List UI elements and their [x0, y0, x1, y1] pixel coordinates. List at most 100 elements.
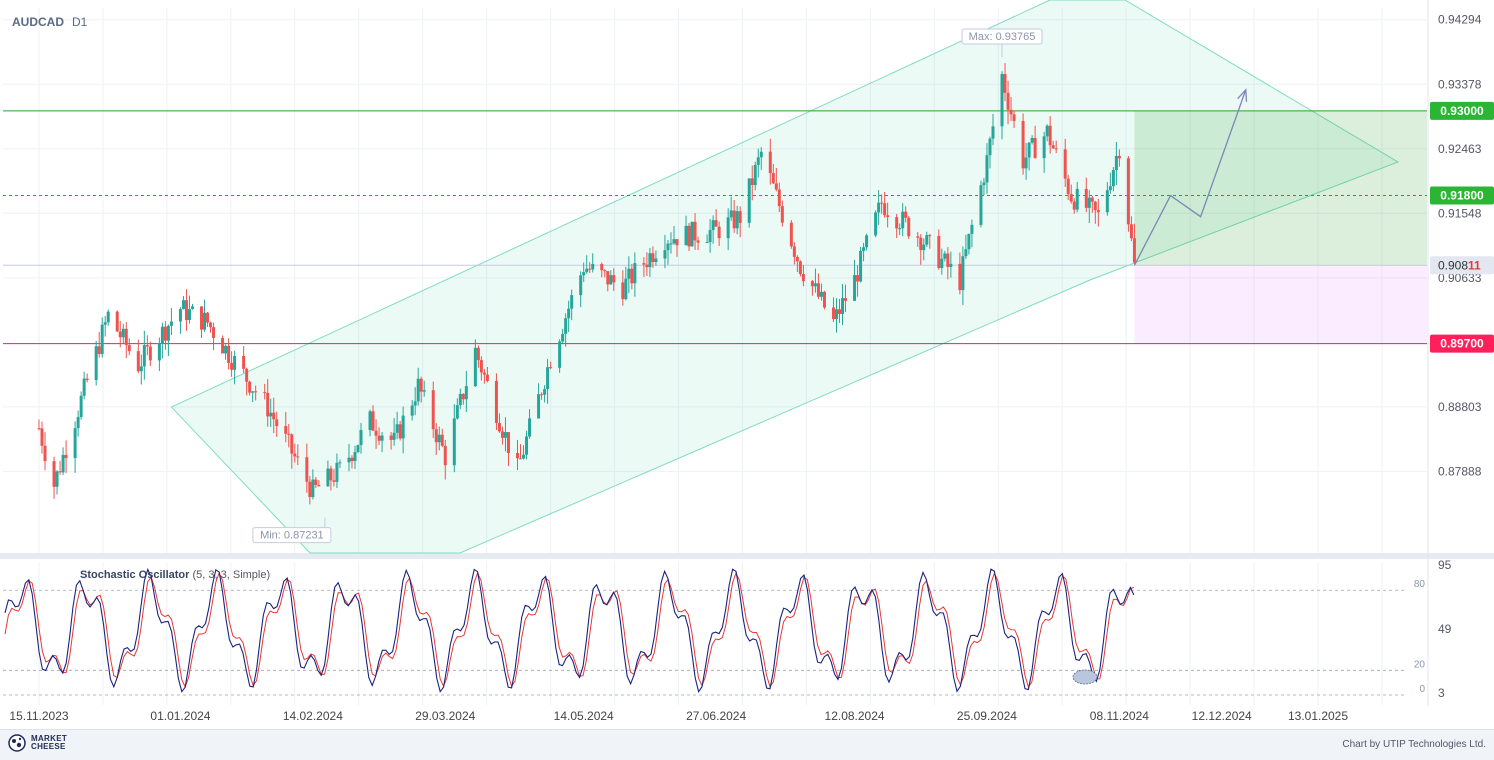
candle-body [1021, 121, 1025, 169]
price-tick: 0.90633 [1438, 271, 1482, 285]
osc-axis-tick: 3 [1438, 686, 1445, 700]
candle-body [844, 298, 848, 301]
candle-body [392, 432, 396, 440]
candle-body [792, 246, 796, 257]
candle-body [515, 453, 519, 459]
candle-body [166, 325, 170, 341]
brand-logo[interactable]: MARKET CHEESE [8, 734, 67, 752]
candle-body [230, 362, 234, 370]
price-tick: 0.88803 [1438, 400, 1482, 414]
candle-body [203, 312, 207, 330]
candle-body [862, 247, 866, 251]
candle-body [1042, 136, 1046, 159]
candle-body [675, 239, 679, 246]
candle-body [416, 378, 420, 402]
candle-body [886, 215, 890, 218]
candle-body [841, 298, 845, 314]
candle-body [139, 366, 143, 372]
candle-body [254, 391, 258, 393]
candle-body [377, 435, 381, 441]
candle-body [964, 249, 968, 257]
candle-body [308, 481, 312, 498]
candle-body [1054, 148, 1058, 150]
candle-body [789, 222, 793, 247]
candle-body [549, 367, 553, 369]
candle-body [810, 281, 814, 287]
candle-body [904, 211, 908, 218]
candle-body [579, 275, 583, 296]
candle-body [181, 300, 185, 310]
time-tick: 15.11.2023 [9, 709, 68, 723]
candle-body [1114, 155, 1118, 171]
candle-body [437, 434, 441, 443]
candle-body [603, 270, 607, 272]
osc-level-label: 20 [1414, 659, 1426, 670]
candle-body [609, 275, 613, 285]
candle-body [519, 458, 523, 460]
forecast-path [1133, 89, 1247, 266]
candle-body [624, 278, 628, 300]
candle-body [1105, 190, 1109, 213]
time-axis: 15.11.2023 01.01.2024 14.02.2024 29.03.2024… [9, 709, 1348, 723]
candle-body [928, 235, 932, 237]
brand-line-1: MARKET [31, 734, 68, 743]
candle-body [856, 275, 860, 282]
candle-body [1087, 197, 1091, 208]
candle-body [768, 151, 772, 174]
candle-body [771, 173, 775, 184]
candle-body [106, 311, 110, 323]
candle-body [774, 183, 778, 190]
candle-body [1063, 149, 1067, 179]
candle-body [157, 343, 161, 361]
candle-body [600, 264, 604, 271]
candle-body [528, 418, 532, 437]
candle-body [37, 428, 41, 430]
level-price-label-1: 0.91800 [1440, 189, 1484, 203]
price-axis: 0.94294 0.93378 0.92463 0.91548 0.90633 0.888… [1430, 13, 1494, 478]
candle-body [1006, 92, 1010, 110]
candle-body [287, 433, 291, 435]
candle-body [979, 185, 983, 225]
candle-body [880, 202, 884, 204]
candle-body [946, 253, 950, 267]
candle-body [798, 261, 802, 275]
time-tick: 29.03.2024 [415, 709, 475, 723]
candle-body [100, 324, 104, 354]
candle-body [901, 211, 905, 229]
candle-body [1090, 197, 1094, 202]
candle-body [633, 263, 637, 284]
symbol-label: AUDCAD [12, 15, 64, 29]
candle-body [1108, 186, 1112, 191]
candle-body [326, 468, 330, 487]
candle-body [717, 226, 721, 239]
candle-body [819, 291, 823, 297]
candle-body [389, 435, 393, 440]
candle-body [1048, 125, 1052, 146]
time-tick: 01.01.2024 [150, 709, 210, 723]
candle-body [350, 457, 354, 462]
candle-body [148, 346, 152, 361]
candle-body [612, 275, 616, 283]
candle-body [795, 256, 799, 262]
candle-body [831, 307, 835, 320]
candle-body [482, 372, 486, 375]
level-price-label-0: 0.93000 [1440, 104, 1484, 118]
take-profit-zone [1134, 110, 1427, 266]
level-price-tag-2 [1430, 334, 1494, 353]
candle-body [859, 250, 863, 282]
candle-body [621, 282, 625, 300]
price-tick: 0.92463 [1438, 142, 1482, 156]
candle-body [187, 309, 191, 321]
candle-body [895, 217, 899, 229]
time-tick: 14.05.2024 [554, 709, 614, 723]
candle-body [401, 415, 405, 439]
candle-body [970, 224, 974, 234]
candle-body [937, 235, 941, 269]
candle-body [865, 235, 869, 248]
candle-body [759, 151, 763, 158]
candle-body [738, 211, 742, 223]
candle-body [335, 462, 339, 482]
time-tick: 13.01.2025 [1288, 709, 1348, 723]
